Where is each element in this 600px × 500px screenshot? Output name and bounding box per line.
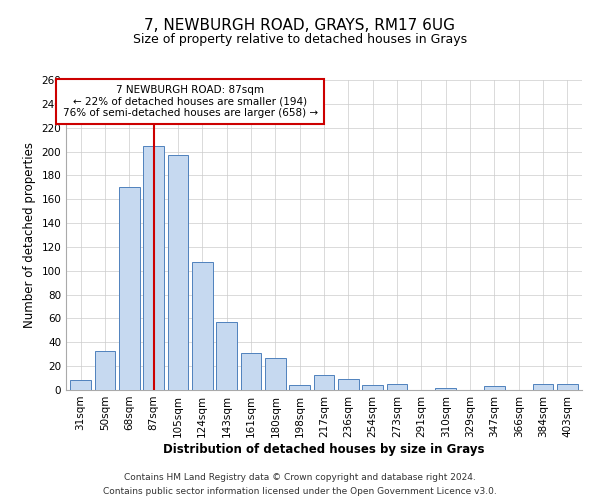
Bar — [484, 386, 505, 390]
Bar — [143, 146, 164, 390]
Bar — [216, 322, 237, 390]
Bar — [70, 380, 91, 390]
Text: Size of property relative to detached houses in Grays: Size of property relative to detached ho… — [133, 32, 467, 46]
Bar — [314, 374, 334, 390]
Text: 7, NEWBURGH ROAD, GRAYS, RM17 6UG: 7, NEWBURGH ROAD, GRAYS, RM17 6UG — [145, 18, 455, 32]
Bar — [119, 188, 140, 390]
Bar — [557, 384, 578, 390]
Text: Contains public sector information licensed under the Open Government Licence v3: Contains public sector information licen… — [103, 486, 497, 496]
Bar — [338, 380, 359, 390]
Text: Contains HM Land Registry data © Crown copyright and database right 2024.: Contains HM Land Registry data © Crown c… — [124, 473, 476, 482]
Bar — [386, 384, 407, 390]
Text: 7 NEWBURGH ROAD: 87sqm
← 22% of detached houses are smaller (194)
76% of semi-de: 7 NEWBURGH ROAD: 87sqm ← 22% of detached… — [62, 85, 317, 118]
Bar — [289, 385, 310, 390]
Bar — [167, 155, 188, 390]
Bar — [265, 358, 286, 390]
X-axis label: Distribution of detached houses by size in Grays: Distribution of detached houses by size … — [163, 442, 485, 456]
Bar — [362, 385, 383, 390]
Bar — [436, 388, 456, 390]
Bar — [241, 353, 262, 390]
Bar — [95, 350, 115, 390]
Bar — [533, 384, 553, 390]
Bar — [192, 262, 212, 390]
Y-axis label: Number of detached properties: Number of detached properties — [23, 142, 36, 328]
